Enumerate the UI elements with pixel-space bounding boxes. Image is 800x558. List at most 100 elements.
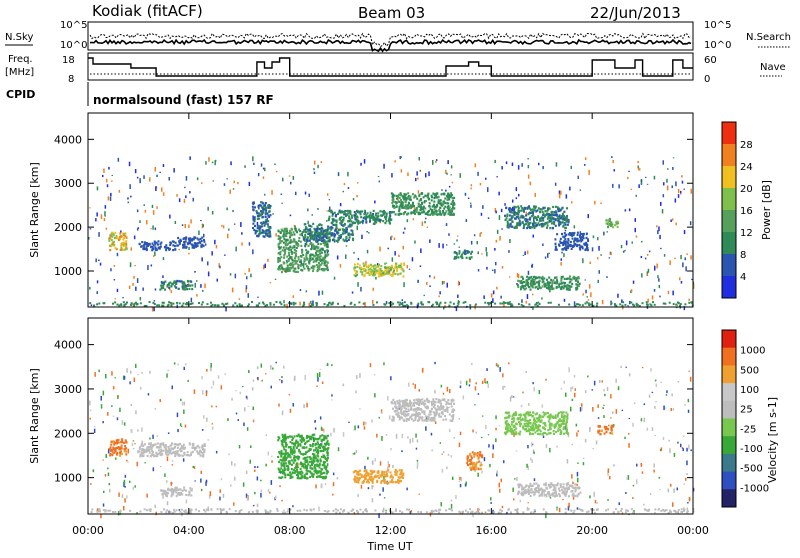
echo-cell-3 bbox=[306, 446, 308, 448]
scatter-cell bbox=[657, 275, 659, 278]
echo-cell-7 bbox=[360, 267, 362, 269]
echo-cell-2 bbox=[174, 487, 176, 489]
scatter-cell bbox=[672, 291, 674, 296]
echo-cell-6 bbox=[317, 225, 319, 227]
scatter-cell bbox=[107, 412, 109, 416]
ground-cell bbox=[333, 510, 335, 512]
echo-cell-1 bbox=[177, 447, 179, 449]
ground-cell bbox=[501, 510, 503, 512]
ground-cell bbox=[451, 509, 453, 511]
echo-cell-9 bbox=[408, 195, 410, 197]
ground-cell bbox=[248, 511, 250, 513]
echo-cell-13 bbox=[570, 286, 572, 288]
scatter-cell bbox=[329, 199, 331, 200]
echo-cell-6 bbox=[307, 229, 309, 231]
scatter-cell bbox=[234, 463, 236, 466]
scatter-cell bbox=[269, 492, 271, 494]
scatter-cell bbox=[137, 228, 139, 230]
scatter-cell bbox=[420, 248, 422, 253]
echo-cell-9 bbox=[440, 199, 442, 201]
echo-cell-7 bbox=[379, 270, 381, 272]
ground-cell bbox=[284, 512, 286, 514]
scatter-cell bbox=[103, 391, 105, 396]
scatter-cell bbox=[332, 494, 334, 496]
echo-cell-1 bbox=[148, 449, 150, 451]
ground-cell bbox=[615, 305, 617, 307]
scatter-cell bbox=[225, 373, 227, 375]
scatter-cell bbox=[261, 489, 263, 492]
echo-cell-13 bbox=[576, 287, 578, 289]
echo-cell-6 bbox=[327, 226, 329, 228]
scatter-cell bbox=[440, 442, 442, 444]
scatter-cell bbox=[612, 160, 614, 163]
echo-cell-4 bbox=[257, 206, 259, 208]
echo-cell-5 bbox=[322, 269, 324, 271]
echo-cell-5 bbox=[316, 270, 318, 272]
scatter-cell bbox=[167, 370, 169, 371]
scatter-cell bbox=[666, 390, 668, 393]
echo-cell-1 bbox=[158, 447, 160, 449]
ground-cell bbox=[543, 508, 545, 510]
scatter-cell bbox=[643, 504, 645, 506]
echo-cell-7 bbox=[392, 275, 394, 277]
ground-cell bbox=[666, 509, 668, 511]
ground-cell bbox=[493, 511, 495, 513]
echo-cell-1 bbox=[160, 449, 162, 451]
echo-cell-5 bbox=[308, 245, 310, 247]
echo-cell-2 bbox=[177, 493, 179, 495]
scatter-cell bbox=[499, 483, 501, 488]
ground-cell bbox=[613, 511, 615, 513]
scatter-cell bbox=[661, 448, 663, 451]
echo-cell-5 bbox=[319, 253, 321, 255]
scatter-cell bbox=[203, 415, 205, 418]
echo-cell-11 bbox=[529, 218, 531, 220]
scatter-cell bbox=[482, 416, 484, 417]
scatter-cell bbox=[392, 465, 394, 468]
echo-cell-13 bbox=[539, 280, 541, 282]
scatter-cell bbox=[516, 197, 518, 199]
ground-cell bbox=[217, 508, 219, 510]
ground-cell bbox=[679, 305, 681, 307]
scatter-cell bbox=[401, 156, 403, 158]
scatter-cell bbox=[139, 178, 141, 183]
echo-cell-1 bbox=[174, 446, 176, 448]
scatter-cell bbox=[267, 259, 269, 262]
scatter-cell bbox=[221, 385, 223, 389]
scatter-cell bbox=[254, 466, 256, 468]
ground-cell bbox=[445, 509, 447, 511]
echo-cell-3 bbox=[186, 288, 188, 290]
scatter-cell bbox=[234, 181, 236, 184]
scatter-cell bbox=[186, 176, 188, 181]
scatter-cell bbox=[475, 386, 477, 390]
echo-cell-11 bbox=[547, 224, 549, 226]
scatter-cell bbox=[162, 495, 164, 499]
scatter-cell bbox=[671, 408, 673, 411]
scatter-cell bbox=[415, 384, 417, 389]
echo-cell-13 bbox=[561, 277, 563, 279]
echo-cell-5 bbox=[305, 263, 307, 265]
ground-cell bbox=[232, 304, 234, 306]
echo-cell-6 bbox=[315, 240, 317, 242]
scatter-cell bbox=[460, 173, 462, 178]
echo-cell-2 bbox=[182, 490, 184, 492]
scatter-cell bbox=[194, 480, 196, 481]
echo-cell-11 bbox=[542, 211, 544, 213]
echo-cell-8 bbox=[372, 219, 374, 221]
scatter-cell bbox=[688, 445, 690, 450]
ground-cell bbox=[116, 304, 118, 306]
scatter-cell bbox=[261, 163, 263, 166]
ground-cell bbox=[337, 303, 339, 305]
scatter-cell bbox=[315, 427, 317, 429]
scatter-cell bbox=[119, 408, 121, 412]
scatter-cell bbox=[685, 257, 687, 260]
ground-cell bbox=[210, 509, 212, 511]
echo-cell-5 bbox=[327, 262, 329, 264]
scatter-cell bbox=[542, 405, 544, 408]
ground-cell bbox=[504, 302, 506, 304]
echo-cell-5 bbox=[278, 266, 280, 268]
scatter-cell bbox=[647, 184, 649, 185]
echo-cell-9 bbox=[436, 192, 438, 194]
scatter-cell bbox=[621, 245, 623, 248]
scatter-cell bbox=[343, 432, 345, 437]
ground-cell bbox=[306, 509, 308, 511]
